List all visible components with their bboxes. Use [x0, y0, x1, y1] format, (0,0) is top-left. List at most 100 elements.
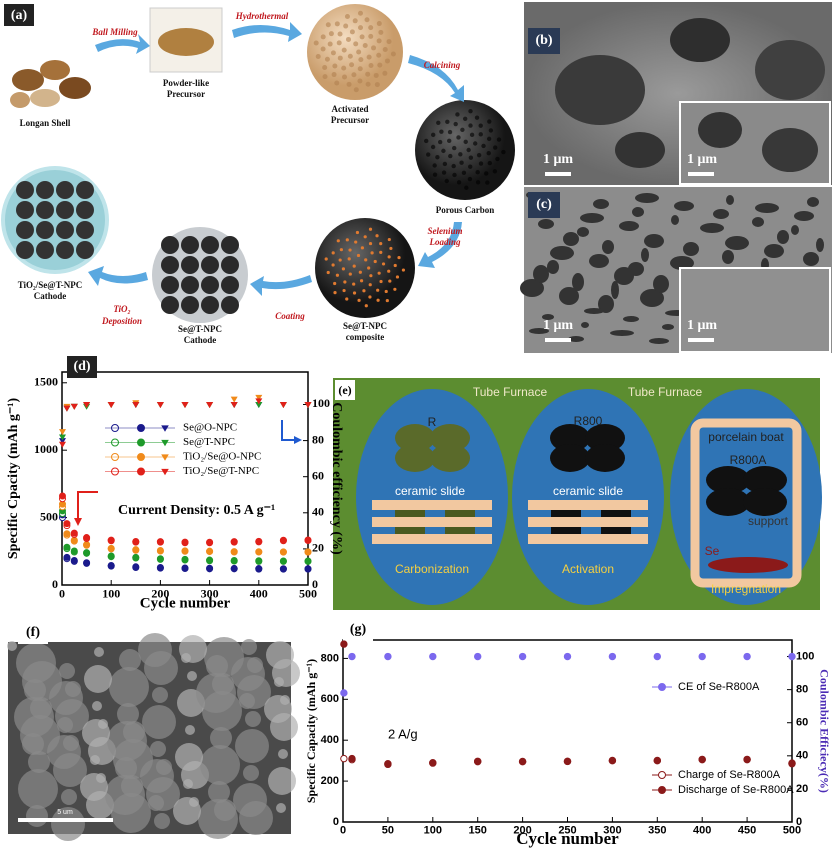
- pore: [424, 138, 429, 144]
- se-label: Se: [705, 544, 720, 558]
- discharge-point: [474, 652, 482, 661]
- ce-point: [161, 454, 169, 461]
- x-tick-label: 50: [382, 825, 394, 837]
- discharge-point: [743, 755, 751, 764]
- chart: 0 100 200 300 400 500050010001500020406080100…: [6, 356, 344, 611]
- arrow: [281, 420, 296, 441]
- grain: [26, 805, 48, 827]
- grain: [7, 641, 17, 651]
- grain: [28, 751, 50, 773]
- ce-point: [279, 402, 287, 408]
- pore: [366, 54, 372, 60]
- discharge-point: [279, 536, 287, 544]
- panel-b: (b) 1 μm 1 μm: [524, 2, 832, 185]
- pore: [364, 17, 370, 23]
- pore: [460, 127, 465, 133]
- pore: [439, 129, 444, 134]
- cathode-particle: [76, 221, 94, 239]
- panel-label-box: [528, 192, 560, 218]
- se-dot: [352, 291, 357, 295]
- grain: [198, 799, 238, 839]
- se-dot: [395, 275, 400, 279]
- pore: [382, 47, 388, 53]
- discharge-point: [304, 536, 312, 544]
- cathode-particle: [36, 181, 54, 199]
- pore: [448, 153, 453, 159]
- ce-point: [58, 441, 66, 448]
- panel-label: (f): [26, 625, 40, 640]
- pore: [341, 47, 347, 53]
- pore: [468, 155, 474, 160]
- discharge-point: [279, 557, 287, 565]
- pore: [461, 170, 467, 175]
- se-dot: [362, 289, 366, 293]
- cathode-particle: [161, 276, 179, 294]
- scale-bar: [688, 338, 714, 342]
- y2-tick-label: 40: [312, 505, 324, 519]
- pore: [473, 141, 478, 146]
- pore: [476, 152, 482, 158]
- ce-point: [58, 438, 66, 445]
- pore: [330, 50, 336, 56]
- discharge-point: [156, 555, 164, 563]
- panel-label: (a): [11, 8, 28, 23]
- se-dot: [387, 237, 391, 242]
- x-tick-label: 100: [102, 586, 120, 600]
- discharge-point: [107, 552, 115, 560]
- discharge-point: [653, 652, 661, 661]
- scale-bar: [18, 818, 113, 822]
- pore: [386, 39, 392, 45]
- pore: [435, 155, 440, 160]
- pore: [632, 207, 644, 217]
- discharge-point: [156, 563, 164, 571]
- grain: [206, 655, 228, 677]
- panel-c: (c) 1 μm 1 μm: [520, 187, 832, 353]
- se-dot: [341, 267, 346, 271]
- arrows: [88, 22, 464, 296]
- pore: [356, 49, 362, 55]
- panel-label: (d): [73, 359, 90, 374]
- ce-point: [58, 429, 66, 436]
- y-tick-label: 1500: [34, 375, 58, 389]
- panel-label-box: [343, 619, 373, 641]
- grain: [235, 729, 269, 763]
- grain: [47, 735, 81, 769]
- pore: [533, 265, 549, 283]
- scale-label: 1 μm: [543, 318, 573, 333]
- pore: [376, 21, 382, 27]
- se-dot: [388, 279, 392, 283]
- se-dot: [367, 266, 371, 270]
- pore: [337, 31, 343, 37]
- cathode-particle: [221, 256, 239, 274]
- grain: [196, 673, 236, 713]
- grain: [266, 641, 294, 669]
- pore: [463, 139, 468, 145]
- ce-point: [255, 402, 263, 408]
- pore: [445, 119, 450, 125]
- se-dot: [352, 282, 356, 286]
- pore: [358, 57, 364, 63]
- discharge-point: [70, 529, 78, 537]
- pore: [447, 129, 453, 135]
- pore: [344, 13, 350, 19]
- cathode-particle: [76, 181, 94, 199]
- grain: [185, 725, 195, 735]
- step-label: Calcining: [424, 60, 461, 70]
- annotation: 2 A/g: [388, 726, 418, 741]
- se-dot: [345, 297, 349, 301]
- se-dot: [379, 250, 383, 254]
- se-dot: [339, 248, 343, 252]
- scale-label: 1 μm: [687, 318, 717, 333]
- discharge-point: [156, 546, 164, 554]
- discharge-point: [340, 640, 348, 648]
- pore: [325, 22, 331, 28]
- se-dot: [343, 280, 347, 284]
- grain: [49, 681, 83, 715]
- pore: [441, 148, 446, 154]
- charge-point: [658, 771, 666, 779]
- pore: [580, 213, 604, 223]
- x-tick-label: 300: [603, 825, 621, 837]
- grain: [82, 719, 110, 747]
- se-dot: [326, 270, 330, 275]
- grain: [154, 813, 170, 829]
